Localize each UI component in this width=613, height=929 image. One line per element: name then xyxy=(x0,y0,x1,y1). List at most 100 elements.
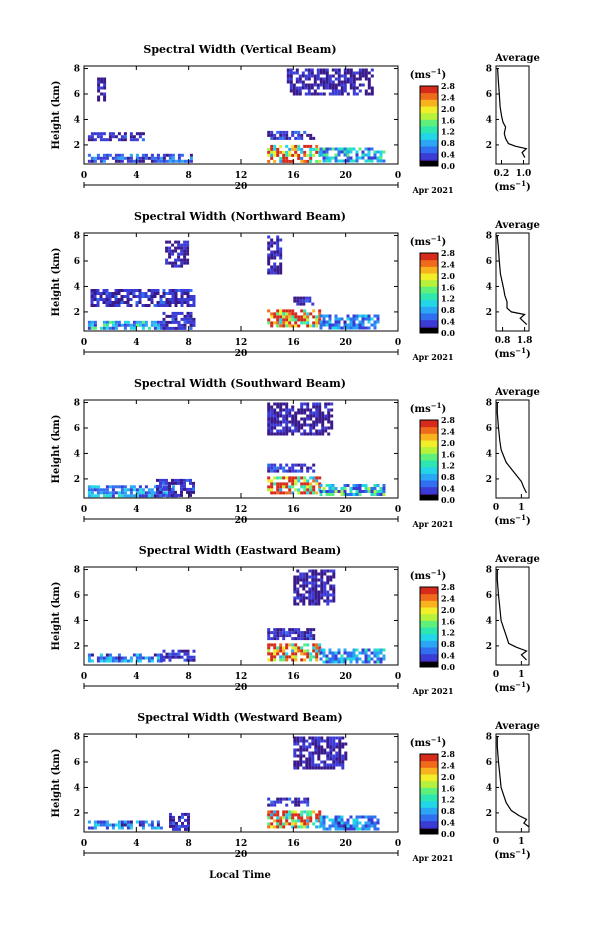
heatmap-cell xyxy=(291,159,295,163)
heatmap-cell xyxy=(309,813,313,817)
heatmap-cell xyxy=(332,599,336,603)
heatmap-cell xyxy=(311,302,315,306)
heatmap-cell xyxy=(300,309,304,313)
heatmap-cell xyxy=(309,423,313,427)
heatmap-cell xyxy=(291,432,295,436)
colorbar-swatch xyxy=(420,139,438,147)
heatmap-cell xyxy=(282,810,286,814)
heatmap-cell xyxy=(180,258,184,262)
heatmap-cell xyxy=(270,423,274,427)
heatmap-cell xyxy=(341,742,345,746)
heatmap-cell xyxy=(311,742,315,746)
heatmap-cell xyxy=(273,634,277,638)
heatmap-cell xyxy=(159,653,163,657)
heatmap-cell xyxy=(270,652,274,656)
heatmap-cell xyxy=(300,133,304,137)
heatmap-cell xyxy=(111,304,115,307)
heatmap-cell xyxy=(305,745,309,749)
heatmap-cell xyxy=(273,268,277,272)
heatmap-cell xyxy=(99,156,103,160)
heatmap-cell xyxy=(267,153,271,157)
heatmap-cell xyxy=(279,649,283,653)
heatmap-cell xyxy=(90,298,94,301)
heatmap-cell xyxy=(297,476,301,480)
heatmap-cell xyxy=(331,68,335,72)
heatmap-cell xyxy=(352,648,356,652)
heatmap-cell xyxy=(325,74,329,78)
heatmap-cell xyxy=(322,80,326,84)
heatmap-cell xyxy=(285,658,289,662)
heatmap-cell xyxy=(376,660,380,664)
average-profile-line xyxy=(496,569,528,661)
colorbar-tick-label: 1.6 xyxy=(441,115,455,125)
heatmap-cell xyxy=(334,326,338,330)
heatmap-cell xyxy=(273,420,277,424)
heatmap-cell xyxy=(314,763,318,767)
heatmap-cell xyxy=(117,485,121,489)
heatmap-cell xyxy=(90,323,94,327)
heatmap-cell xyxy=(267,797,271,801)
heatmap-cell xyxy=(153,292,157,295)
heatmap-cell xyxy=(276,268,280,272)
heatmap-cell xyxy=(308,757,312,761)
heatmap-cell xyxy=(318,420,322,424)
heatmap-cell xyxy=(334,314,338,318)
heatmap-cell xyxy=(162,301,166,304)
heatmap-cell xyxy=(302,602,306,606)
heatmap-cell xyxy=(313,74,317,78)
heatmap-cell xyxy=(291,130,295,134)
heatmap-cell xyxy=(364,651,368,655)
heatmap-cell xyxy=(300,411,304,415)
heatmap-cell xyxy=(114,823,118,827)
heatmap-cell xyxy=(325,159,329,163)
heatmap-cell xyxy=(156,478,159,482)
heatmap-cell xyxy=(311,575,315,579)
heatmap-cell xyxy=(276,253,280,257)
avg-y-tick-label: 8 xyxy=(486,232,492,242)
heatmap-cell xyxy=(293,739,297,743)
heatmap-cell xyxy=(174,304,178,307)
heatmap-cell xyxy=(279,321,283,325)
heatmap-cell xyxy=(189,289,193,292)
heatmap-cell xyxy=(358,323,362,327)
heatmap-cell xyxy=(300,491,304,495)
heatmap-cell xyxy=(159,298,163,301)
heatmap-cell xyxy=(273,256,277,260)
heatmap-cell xyxy=(329,757,333,761)
heatmap-cell xyxy=(276,271,280,275)
heatmap-cell xyxy=(309,426,313,430)
heatmap-cell xyxy=(289,74,293,78)
heatmap-cell xyxy=(159,484,162,488)
heatmap-cell xyxy=(132,323,136,327)
heatmap-cell xyxy=(373,156,377,160)
heatmap-cell xyxy=(297,634,301,638)
heatmap-cell xyxy=(326,596,330,600)
heatmap-cell xyxy=(276,429,280,433)
heatmap-cell xyxy=(276,466,280,470)
heatmap-cell xyxy=(376,159,380,163)
heatmap-cell xyxy=(123,820,127,824)
heatmap-cell xyxy=(172,827,175,831)
heatmap-cell xyxy=(334,320,338,324)
heatmap-cell xyxy=(352,147,356,151)
heatmap-cell xyxy=(302,742,306,746)
heatmap-cell xyxy=(325,815,329,819)
heatmap-cell xyxy=(282,432,286,436)
heatmap-cell xyxy=(169,812,172,816)
colorbar-swatch xyxy=(420,633,438,641)
heatmap-cell xyxy=(90,659,94,663)
average-profile-line xyxy=(497,68,528,158)
heatmap-cell xyxy=(298,74,302,78)
heatmap-cell xyxy=(303,463,307,467)
heatmap-cell xyxy=(300,463,304,467)
heatmap-cell xyxy=(90,132,94,136)
heatmap-cell xyxy=(292,86,296,90)
heatmap-cell xyxy=(105,326,109,330)
heatmap-cell xyxy=(174,298,178,301)
heatmap-cell xyxy=(162,658,166,662)
heatmap-cell xyxy=(96,659,100,663)
heatmap-cell xyxy=(135,304,139,307)
heatmap-cell xyxy=(312,426,316,430)
heatmap-cell xyxy=(114,485,118,489)
heatmap-cell xyxy=(168,153,172,157)
